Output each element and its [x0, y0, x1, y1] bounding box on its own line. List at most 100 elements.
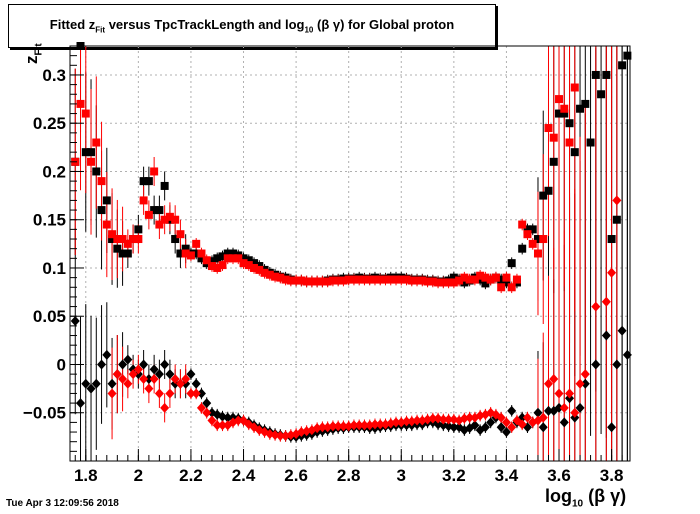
data-point-diamond [107, 388, 117, 399]
data-point-square [386, 275, 395, 284]
data-point-diamond [196, 402, 206, 413]
data-point-diamond [86, 383, 96, 394]
data-point-diamond [160, 402, 170, 413]
data-point-square [113, 235, 122, 244]
title-subscript: 10 [304, 25, 314, 35]
data-point-square [313, 277, 322, 286]
title-subscript: Fit [95, 25, 106, 35]
x-label-sub: 10 [572, 498, 584, 510]
data-point-diamond [144, 373, 154, 384]
data-point-diamond [538, 422, 548, 433]
data-point-diamond [118, 359, 128, 370]
data-point-diamond [402, 416, 412, 427]
y-axis-label: zFit [22, 43, 44, 64]
x-tick-label: 3.4 [495, 466, 519, 485]
data-point-square [118, 249, 127, 258]
data-point-square [123, 249, 132, 258]
data-point-diamond [591, 301, 601, 312]
x-label-rest: (β γ) [583, 486, 627, 506]
data-point-square [602, 70, 611, 79]
data-point-diamond [412, 415, 422, 426]
data-point-square [218, 252, 227, 261]
data-point-diamond [559, 417, 569, 428]
data-point-square [360, 275, 369, 284]
data-point-square [402, 275, 411, 284]
data-point-square [244, 256, 253, 265]
data-point-square [570, 83, 579, 92]
data-point-square [560, 104, 569, 113]
data-point-square [165, 212, 174, 221]
data-point-square [181, 244, 190, 253]
data-point-square [518, 220, 527, 229]
y-tick-label: 0 [57, 355, 66, 374]
data-point-diamond [554, 402, 564, 413]
data-point-diamond [91, 378, 101, 389]
data-point-square [623, 51, 632, 60]
data-point-square [213, 263, 222, 272]
data-point-square [591, 70, 600, 79]
data-point-square [618, 61, 627, 70]
data-point-square [470, 275, 479, 284]
x-axis-label: log10 (β γ) [545, 486, 626, 510]
data-point-diamond [480, 422, 490, 433]
data-point-diamond [607, 422, 617, 433]
x-tick-label: 2 [134, 466, 143, 485]
data-point-square [376, 275, 385, 284]
data-point-square [176, 249, 185, 258]
data-point-square [118, 235, 127, 244]
data-point-square [113, 244, 122, 253]
data-point-square [92, 167, 101, 176]
data-point-diamond [133, 364, 143, 375]
data-point-diamond [97, 359, 107, 370]
data-point-diamond [507, 422, 517, 433]
y-tick-label: 0.15 [33, 211, 66, 230]
data-point-square [497, 283, 506, 292]
data-point-square [612, 215, 621, 224]
data-point-square [92, 138, 101, 147]
data-point-square [607, 235, 616, 244]
data-point-square [439, 278, 448, 287]
data-point-square [539, 235, 548, 244]
data-point-square [481, 279, 490, 288]
data-point-square [276, 273, 285, 282]
data-point-square [523, 230, 532, 239]
data-point-square [323, 277, 332, 286]
data-point-square [365, 275, 374, 284]
data-point-square [97, 177, 106, 186]
data-point-diamond [160, 359, 170, 370]
data-point-square [518, 244, 527, 253]
data-point-square [549, 157, 558, 166]
data-point-square [539, 191, 548, 200]
data-point-diamond [549, 373, 559, 384]
data-point-square [229, 254, 238, 263]
data-point-diamond [370, 419, 380, 430]
data-point-diamond [328, 421, 338, 432]
data-point-diamond [118, 373, 128, 384]
y-tick-label: −0.05 [23, 404, 66, 423]
title-part: Fitted z [49, 17, 96, 32]
data-point-square [307, 277, 316, 286]
x-label-main: log [545, 486, 572, 506]
data-point-square [491, 273, 500, 282]
data-point-diamond [186, 369, 196, 380]
data-point-square [507, 283, 516, 292]
data-point-square [555, 95, 564, 104]
data-point-diamond [170, 373, 180, 384]
data-point-diamond [591, 359, 601, 370]
data-point-square [381, 275, 390, 284]
data-point-square [533, 235, 542, 244]
data-point-diamond [470, 420, 480, 431]
y-tick-label: 0.3 [42, 66, 66, 85]
data-point-diamond [76, 398, 86, 409]
y-label-sub: Fit [33, 43, 45, 56]
x-tick-label: 3.8 [600, 466, 624, 485]
data-point-diamond [191, 388, 201, 399]
data-point-diamond [181, 373, 191, 384]
data-point-square [281, 275, 290, 284]
data-point-square [102, 196, 111, 205]
y-tick-label: 0.2 [42, 162, 66, 181]
data-point-diamond [191, 378, 201, 389]
data-point-diamond [212, 420, 222, 431]
data-point-square [318, 277, 327, 286]
data-point-diamond [496, 422, 506, 433]
